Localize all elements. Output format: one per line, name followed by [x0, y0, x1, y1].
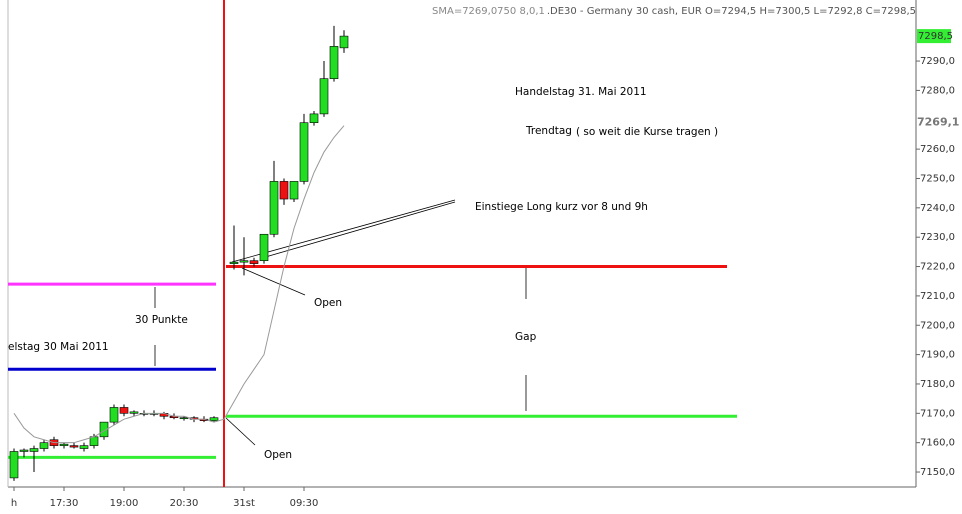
y-tick-label: 7210,0 — [920, 291, 955, 302]
y-tick-label: 7240,0 — [920, 203, 955, 214]
annotation: 30 Punkte — [135, 314, 188, 326]
candle-body — [209, 417, 219, 421]
last-price-box — [917, 29, 951, 44]
indicator-label: SMA=7269,0750 8,0,1 — [432, 6, 545, 17]
y-tick-label: 7290,0 — [920, 56, 955, 67]
y-tick-label: 7180,0 — [920, 379, 955, 390]
candle-body — [119, 407, 129, 414]
chart-title: .DE30 - Germany 30 cash, EUR O=7294,5 H=… — [547, 6, 916, 17]
y-tick-label: 7170,0 — [920, 408, 955, 419]
sma-line — [13, 125, 345, 444]
candle-body — [309, 113, 319, 124]
annotation-lines — [154, 199, 527, 446]
candle-body — [19, 449, 29, 452]
y-tick-label: 7190,0 — [920, 350, 955, 361]
candle-body — [99, 421, 109, 438]
x-tick-label: h — [11, 498, 17, 509]
y-tick-label: 7250,0 — [920, 173, 955, 184]
candle-body — [229, 261, 239, 264]
candle-body — [9, 451, 19, 479]
annotation: ( so weit die Kurse tragen ) — [576, 126, 718, 138]
y-tick-label: 7160,0 — [920, 438, 955, 449]
candle-body — [339, 35, 349, 49]
candle-body — [79, 445, 89, 449]
y-tick-label: 7150,0 — [920, 467, 955, 478]
annotation: Open — [314, 297, 342, 309]
x-tick-label: 31st — [233, 498, 255, 509]
candle-body — [239, 260, 249, 263]
annotation: Trendtag — [525, 125, 572, 137]
candle-body — [129, 411, 139, 414]
sma-value-label: 7269,1 — [917, 115, 959, 128]
candle-body — [329, 46, 339, 79]
candle-body — [289, 181, 299, 200]
candle-body — [69, 445, 79, 448]
last-price-label: 7298,5 — [918, 31, 953, 42]
annotation: Einstiege Long kurz vor 8 und 9h — [475, 201, 648, 213]
y-tick-label: 7260,0 — [920, 144, 955, 155]
y-tick-label: 7200,0 — [920, 320, 955, 331]
candle-body — [269, 181, 279, 235]
candle-body — [59, 443, 69, 446]
candle-body — [259, 233, 269, 261]
x-tick-label: 17:30 — [50, 498, 79, 509]
candle-body — [299, 122, 309, 182]
y-tick-label: 7220,0 — [920, 262, 955, 273]
y-tick-label: 7280,0 — [920, 85, 955, 96]
x-tick-label: 09:30 — [290, 498, 319, 509]
annotation: Open — [264, 449, 292, 461]
annotation: Handelstag 31. Mai 2011 — [515, 86, 647, 98]
x-tick-label: 19:00 — [110, 498, 139, 509]
candle-body — [249, 260, 259, 264]
candle-body — [29, 448, 39, 452]
candle-body — [279, 181, 289, 200]
candle-body — [179, 417, 189, 420]
y-tick-label: 7230,0 — [920, 232, 955, 243]
annotation: elstag 30 Mai 2011 — [8, 341, 109, 353]
candle-body — [39, 442, 49, 449]
candle-body — [109, 407, 119, 423]
x-tick-label: 20:30 — [170, 498, 199, 509]
annotation: Gap — [515, 331, 537, 343]
candle-body — [319, 78, 329, 115]
